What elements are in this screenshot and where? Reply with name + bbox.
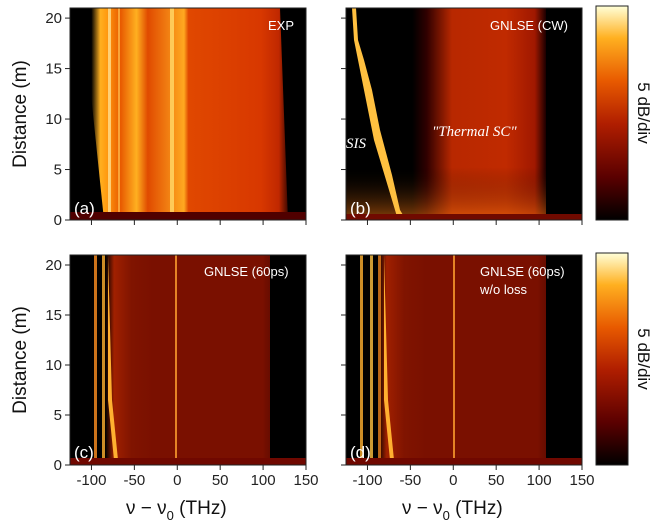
sis-annotation: SIS [346,136,366,152]
panel-b-note: GNLSE (CW) [490,18,568,33]
x-label-sub: 0 [167,508,174,523]
colorbar-top [595,5,629,221]
panel-d: (d) GNLSE (60ps) w/o loss [345,254,583,466]
axis-ticks: 0 5 10 15 20 -100 -50 0 50 100 150 0 5 10 15 20 -100 -50 0… [45,10,594,489]
x-tick-label: 0 [449,472,457,489]
x-tick-label: 100 [527,472,552,489]
y-axis-label-top: Distance (m) [10,60,31,168]
panel-a-label: (a) [74,199,95,218]
x-axis-label-right: ν − ν0 (THz) [402,498,503,523]
panel-d-label: (d) [350,443,371,462]
x-tick-label: 100 [251,472,276,489]
panel-b-label: (b) [350,199,371,218]
panel-d-note2: w/o loss [479,282,527,297]
x-axis-label-left: ν − ν0 (THz) [126,498,227,523]
colorbar-label-bottom: 5 dB/div [634,328,653,390]
colorbar-label-top: 5 dB/div [634,82,653,144]
x-tick-label: -100 [352,472,382,489]
x-tick-label: -50 [400,472,422,489]
y-tick-label: 15 [45,61,62,78]
y-tick-label: 5 [54,162,62,179]
thermal-sc-annotation: "Thermal SC" [432,124,517,140]
x-tick-label: 50 [212,472,229,489]
panel-d-note: GNLSE (60ps) [480,264,565,279]
panel-c-note: GNLSE (60ps) [204,264,289,279]
x-tick-label: -50 [124,472,146,489]
y-tick-label: 0 [54,212,62,229]
x-label-sub: 0 [443,508,450,523]
x-label-unit: (THz) [174,498,227,519]
svg-text:ν − ν0 (THz): ν − ν0 (THz) [126,498,227,523]
panel-b: (b) GNLSE (CW) SIS "Thermal SC" [345,7,583,221]
x-tick-label: 50 [488,472,505,489]
panel-c: (c) GNLSE (60ps) [69,254,307,466]
y-tick-label: 15 [45,307,62,324]
x-tick-label: 150 [569,472,594,489]
x-label-main: ν − ν [126,498,167,519]
y-tick-label: 5 [54,407,62,424]
svg-text:ν − ν0 (THz): ν − ν0 (THz) [402,498,503,523]
panel-a-note: EXP [268,18,294,33]
colorbar-bottom [595,252,629,466]
y-axis-label-bottom: Distance (m) [10,306,31,414]
x-tick-label: 150 [293,472,318,489]
y-tick-label: 0 [54,457,62,474]
x-tick-label: 0 [173,472,181,489]
x-label-unit: (THz) [450,498,503,519]
y-tick-label: 20 [45,257,62,274]
panel-c-label: (c) [74,443,94,462]
panel-a: (a) EXP [69,7,307,221]
y-tick-label: 10 [45,111,62,128]
x-label-main: ν − ν [402,498,443,519]
y-tick-label: 20 [45,10,62,27]
y-tick-label: 10 [45,357,62,374]
x-tick-label: -100 [76,472,106,489]
